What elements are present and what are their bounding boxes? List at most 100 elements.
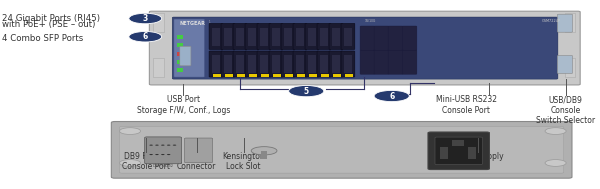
FancyBboxPatch shape (374, 50, 389, 74)
Circle shape (149, 154, 153, 155)
Circle shape (161, 154, 164, 155)
Bar (261, 151, 267, 159)
Bar (308, 56, 316, 73)
Bar (228, 74, 233, 77)
Text: 1: 1 (209, 20, 211, 24)
Bar (312, 74, 317, 77)
Bar (320, 56, 328, 73)
Bar (177, 52, 183, 56)
Circle shape (149, 145, 153, 146)
Circle shape (374, 90, 409, 102)
Bar (348, 74, 353, 77)
Circle shape (129, 31, 161, 42)
FancyBboxPatch shape (119, 127, 564, 173)
FancyBboxPatch shape (402, 50, 417, 74)
Text: 6: 6 (389, 91, 394, 101)
Text: 3: 3 (143, 14, 148, 23)
Bar (240, 74, 245, 77)
Bar (309, 74, 314, 77)
Text: 6: 6 (143, 32, 148, 41)
Text: DB9 RS232: DB9 RS232 (153, 164, 173, 168)
Circle shape (119, 160, 140, 166)
FancyBboxPatch shape (281, 51, 295, 77)
Bar (236, 56, 244, 73)
Bar (264, 74, 269, 77)
Bar (333, 74, 338, 77)
Bar (272, 56, 280, 73)
Text: Power Supply: Power Supply (452, 152, 503, 161)
FancyBboxPatch shape (329, 51, 343, 77)
Bar (252, 74, 257, 77)
Bar (300, 74, 305, 77)
FancyBboxPatch shape (257, 23, 271, 50)
Circle shape (167, 145, 170, 146)
FancyBboxPatch shape (557, 56, 572, 74)
FancyBboxPatch shape (317, 23, 331, 50)
FancyBboxPatch shape (388, 50, 403, 74)
Bar (320, 28, 328, 46)
FancyBboxPatch shape (209, 51, 223, 77)
Bar (297, 74, 302, 77)
Bar (321, 74, 326, 77)
Text: 1G/10G: 1G/10G (364, 19, 376, 23)
FancyBboxPatch shape (557, 14, 572, 32)
FancyBboxPatch shape (112, 122, 572, 178)
Circle shape (251, 147, 277, 155)
FancyBboxPatch shape (317, 51, 331, 77)
Circle shape (155, 145, 159, 146)
Bar (296, 56, 304, 73)
Bar (212, 56, 220, 73)
Bar (154, 58, 164, 77)
Bar (273, 74, 278, 77)
Bar (248, 28, 256, 46)
Bar (308, 28, 316, 46)
Text: NETGEAR: NETGEAR (180, 21, 206, 26)
Bar (212, 28, 220, 46)
Bar (249, 74, 254, 77)
Bar (225, 74, 230, 77)
Bar (284, 28, 292, 46)
Bar (237, 74, 242, 77)
FancyBboxPatch shape (209, 23, 223, 50)
Circle shape (289, 85, 324, 97)
Circle shape (129, 13, 161, 24)
Bar (565, 13, 575, 32)
FancyBboxPatch shape (269, 23, 283, 50)
FancyBboxPatch shape (435, 137, 482, 164)
Text: 4 Combo SFP Ports: 4 Combo SFP Ports (2, 34, 83, 43)
Bar (452, 140, 464, 146)
Bar (261, 74, 266, 77)
FancyBboxPatch shape (402, 26, 417, 50)
FancyBboxPatch shape (149, 11, 580, 85)
Bar (345, 74, 350, 77)
Circle shape (173, 145, 176, 146)
Text: GSM7224P: GSM7224P (542, 19, 561, 23)
Bar (285, 74, 290, 77)
FancyBboxPatch shape (269, 51, 283, 77)
Text: DB9 RS232
Console Port: DB9 RS232 Console Port (122, 152, 170, 171)
Bar (332, 56, 340, 73)
Text: USB/DB9
Console
Switch Selector: USB/DB9 Console Switch Selector (536, 95, 595, 125)
Bar (248, 56, 256, 73)
Bar (177, 43, 183, 47)
Bar (565, 58, 575, 77)
Circle shape (167, 154, 170, 155)
Bar (224, 56, 232, 73)
Bar (177, 35, 183, 39)
FancyBboxPatch shape (172, 17, 558, 79)
FancyBboxPatch shape (174, 19, 205, 77)
FancyBboxPatch shape (360, 50, 375, 74)
Circle shape (119, 128, 140, 134)
Text: Kensington
Lock Slot: Kensington Lock Slot (222, 152, 265, 171)
Text: with PoE+ (PSE – out): with PoE+ (PSE – out) (2, 20, 95, 29)
FancyBboxPatch shape (293, 51, 307, 77)
Circle shape (155, 154, 159, 155)
FancyBboxPatch shape (145, 137, 182, 164)
Circle shape (545, 160, 566, 166)
Bar (276, 74, 281, 77)
FancyBboxPatch shape (374, 26, 389, 50)
Text: USB Port
Storage F/W, Conf., Logs: USB Port Storage F/W, Conf., Logs (137, 95, 230, 115)
Bar (177, 68, 183, 72)
FancyBboxPatch shape (360, 26, 375, 50)
Bar (296, 28, 304, 46)
